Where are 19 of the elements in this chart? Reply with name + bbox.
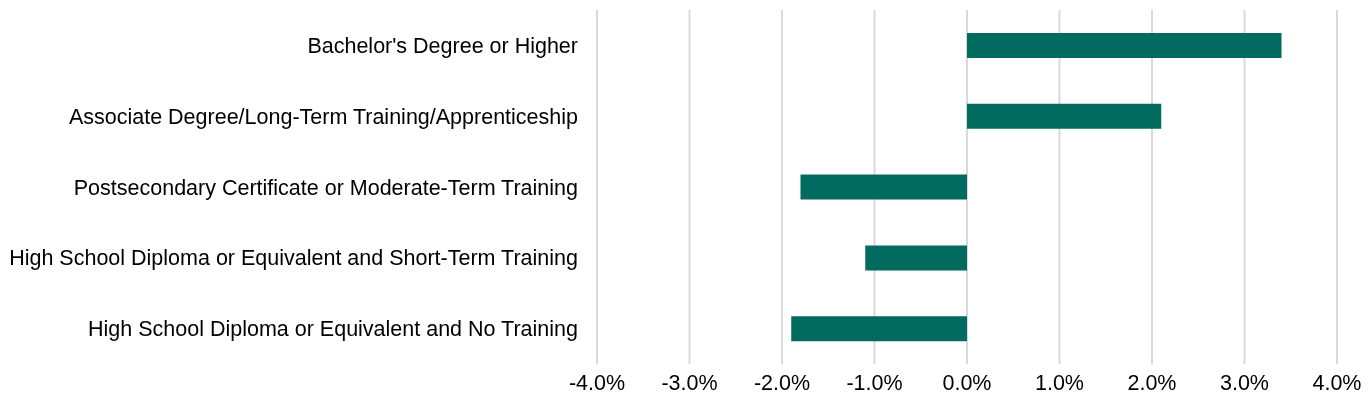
x-tick-label: 0.0% — [942, 371, 992, 396]
bar — [800, 174, 967, 200]
y-tick-label: Postsecondary Certificate or Moderate-Term Training — [73, 175, 578, 200]
y-tick-label: High School Diploma or Equivalent and Short-Term Training — [9, 246, 578, 271]
x-tick-label: 1.0% — [1034, 371, 1085, 396]
x-tick-label: 4.0% — [1312, 371, 1362, 396]
bar — [865, 245, 967, 271]
x-tick-label: -1.0% — [846, 371, 903, 396]
y-tick-label: High School Diploma or Equivalent and No Training — [88, 317, 578, 342]
x-tick-label: 3.0% — [1219, 371, 1270, 396]
bar — [791, 316, 967, 342]
x-tick-label: -3.0% — [661, 371, 718, 396]
y-tick-label: Bachelor's Degree or Higher — [307, 34, 578, 59]
x-tick-label: 2.0% — [1127, 371, 1177, 396]
x-tick-label: -4.0% — [568, 371, 626, 396]
y-tick-label: Associate Degree/Long-Term Training/Apprenticeship — [68, 104, 579, 129]
bar — [967, 33, 1282, 58]
x-tick-label: -2.0% — [753, 371, 811, 396]
bar — [967, 103, 1162, 129]
